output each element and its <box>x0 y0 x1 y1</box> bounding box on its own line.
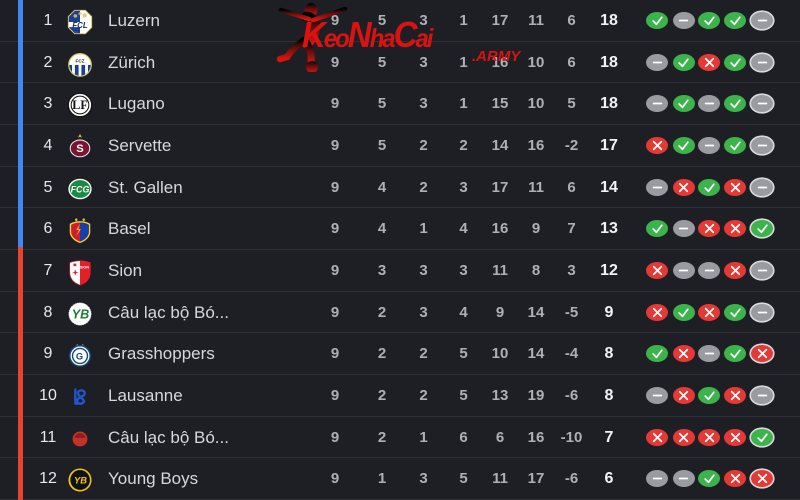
svg-text:YB: YB <box>72 307 90 321</box>
svg-text:LF: LF <box>72 99 88 113</box>
svg-text:FCZ: FCZ <box>75 58 84 63</box>
svg-text:YB: YB <box>74 476 87 486</box>
svg-text:FCL: FCL <box>72 21 88 30</box>
svg-text:S: S <box>76 143 84 155</box>
svg-text:FCG: FCG <box>71 184 90 194</box>
svg-text:G: G <box>76 352 83 362</box>
svg-text:FC SION: FC SION <box>74 265 89 269</box>
